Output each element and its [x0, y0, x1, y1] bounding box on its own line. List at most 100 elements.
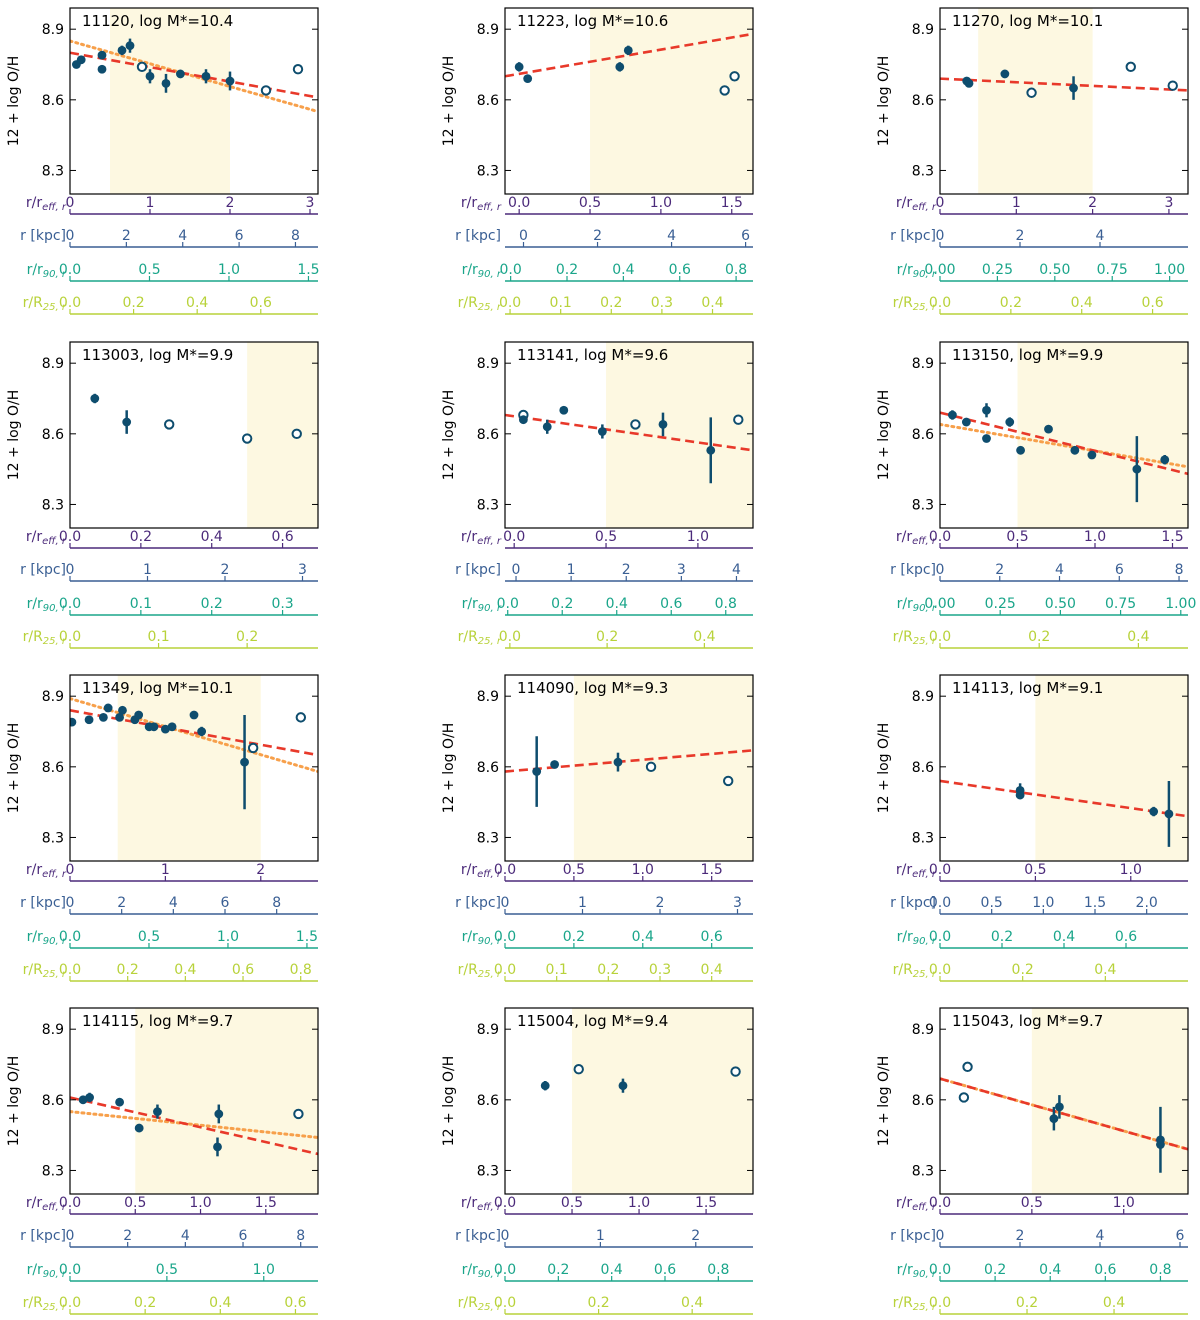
- x-axis-r90: 0.0 0.2 0.4 0.6 0.8 r/r90, r: [897, 1262, 1188, 1282]
- data-point: [658, 420, 668, 429]
- x-tick-label: 0.6: [232, 962, 254, 978]
- x-tick-label: 0.5: [138, 929, 160, 945]
- x-tick-label: 0.00: [924, 262, 955, 278]
- x-axis-label: r/R25, r: [23, 962, 67, 980]
- data-point: [1049, 1114, 1059, 1124]
- data-point: [167, 722, 177, 732]
- x-tick-label: 0.0: [929, 295, 951, 311]
- data-point: [117, 45, 127, 55]
- x-axis-r90: 0.0 0.2 0.4 0.6 0.8 r/r90, r: [462, 1262, 753, 1282]
- x-tick-label: 0.4: [1053, 929, 1075, 945]
- y-axis-label: 12 + log O/H: [876, 723, 892, 814]
- panel: 8.3 8.6 8.9 12 + log O/H 11349, log M*=10.1 0…: [6, 674, 319, 982]
- data-point: [1160, 455, 1170, 465]
- x-tick-label: 0.0: [494, 1295, 516, 1311]
- x-tick-label: 0: [501, 895, 510, 911]
- x-tick-label: 0.6: [250, 295, 272, 311]
- x-tick-label: 0: [512, 562, 521, 578]
- data-point: [706, 445, 716, 455]
- x-tick-label: 0.2: [1016, 1295, 1038, 1311]
- data-point: [1132, 464, 1142, 474]
- x-tick-label: 0.4: [601, 1262, 623, 1278]
- data-point: [1149, 807, 1159, 816]
- data-point: [153, 1107, 162, 1116]
- y-tick-label: 8.3: [42, 1163, 64, 1179]
- x-tick-label: 3: [298, 562, 307, 578]
- x-tick-label: 1.0: [218, 262, 240, 278]
- panel: 8.3 8.6 8.9 12 + log O/H 113003, log M*=9.9 0…: [6, 341, 319, 649]
- x-axis-reff: 0 1 2 3 r/reff, r: [26, 195, 318, 215]
- panel-title: 11270, log M*=10.1: [952, 12, 1103, 30]
- x-tick-label: 0.0: [503, 529, 525, 545]
- x-axis-label: r/R25, r: [458, 629, 502, 647]
- x-axis-kpc: 0 2 4 6 8 r [kpc]: [20, 228, 318, 248]
- data-point-open: [1125, 61, 1136, 73]
- x-tick-label: 4: [1096, 228, 1105, 244]
- x-tick-label: 0.8: [1149, 1262, 1171, 1278]
- x-tick-label: 0.2: [563, 929, 585, 945]
- x-tick-label: 2: [622, 562, 631, 578]
- panel: 8.3 8.6 8.9 12 + log O/H 114115, log M*=9.7 0…: [6, 1007, 319, 1315]
- plot-area: [940, 403, 1188, 503]
- x-axis-label: r/reff, r: [461, 862, 502, 880]
- x-tick-label: 0.0: [59, 929, 81, 945]
- x-tick-label: 2.0: [1136, 895, 1158, 911]
- x-tick-label: 6: [1115, 562, 1124, 578]
- x-axis-r90: 0.0 0.2 0.4 0.6 0.8 r/r90, r: [462, 596, 753, 616]
- x-tick-label: 0.4: [1103, 1295, 1125, 1311]
- y-tick-label: 8.6: [477, 427, 499, 443]
- y-tick-label: 8.9: [912, 689, 934, 705]
- x-tick-label: 0.6: [1115, 929, 1137, 945]
- x-tick-label: 0.4: [693, 629, 715, 645]
- panel-title: 115043, log M*=9.7: [952, 1012, 1103, 1030]
- x-tick-label: 1.0: [189, 1195, 211, 1211]
- data-point: [160, 724, 170, 734]
- x-axis-reff: 0 1 2 r/reff, r: [26, 862, 318, 882]
- x-axis-r25: 0.0 0.2 0.4 r/R25, r: [893, 629, 1188, 649]
- data-point-open: [573, 1064, 584, 1075]
- y-axis-label: 12 + log O/H: [441, 390, 457, 481]
- x-tick-label: 0.0: [494, 962, 516, 978]
- x-tick-label: 0.6: [284, 1295, 306, 1311]
- x-tick-label: 0.0: [59, 1262, 81, 1278]
- fit-dashed-line: [70, 51, 318, 99]
- shaded-range: [590, 8, 753, 194]
- x-axis-r25: 0.0 0.2 0.4 0.6 0.8 r/R25, r: [23, 962, 318, 982]
- x-tick-label: 0.0: [929, 629, 951, 645]
- data-point: [97, 64, 107, 74]
- y-tick-label: 8.3: [912, 830, 934, 846]
- x-tick-label: 1.0: [628, 1195, 650, 1211]
- x-axis-kpc: 0 1 2 3 r [kpc]: [20, 562, 318, 582]
- plot-area: [505, 405, 753, 484]
- x-tick-label: 0.00: [924, 596, 955, 612]
- x-axis-label: r/R25, r: [23, 1295, 67, 1313]
- x-tick-label: 0.0: [929, 895, 951, 911]
- data-point: [1044, 424, 1053, 434]
- x-tick-label: 0.8: [707, 1262, 729, 1278]
- shaded-range: [606, 342, 753, 528]
- x-axis-r90: 0.0 0.5 1.0 1.5 r/r90, r: [27, 929, 318, 949]
- data-point: [1070, 445, 1080, 455]
- data-point: [97, 50, 107, 60]
- plot-frame: [504, 341, 754, 529]
- x-tick-label: 0.0: [929, 1195, 951, 1211]
- x-tick-label: 1.5: [1161, 529, 1183, 545]
- y-tick-label: 8.3: [912, 497, 934, 513]
- shaded-range: [1031, 1008, 1188, 1194]
- y-tick-label: 8.3: [477, 497, 499, 513]
- x-tick-label: 0.0: [59, 629, 81, 645]
- x-tick-label: 3: [733, 895, 742, 911]
- x-tick-label: 6: [741, 228, 750, 244]
- x-tick-label: 0.2: [1012, 962, 1034, 978]
- panel: 8.3 8.6 8.9 12 + log O/H 114090, log M*=9.3 0…: [441, 674, 754, 982]
- x-tick-label: 0.1: [550, 295, 572, 311]
- data-point: [115, 1097, 124, 1107]
- y-axis-label: 12 + log O/H: [6, 723, 22, 814]
- data-point-open: [293, 1108, 304, 1120]
- x-tick-label: 0.25: [985, 596, 1016, 612]
- x-tick-label: 0.4: [1094, 962, 1116, 978]
- plot-frame: [504, 674, 754, 862]
- shaded-range: [978, 8, 1093, 194]
